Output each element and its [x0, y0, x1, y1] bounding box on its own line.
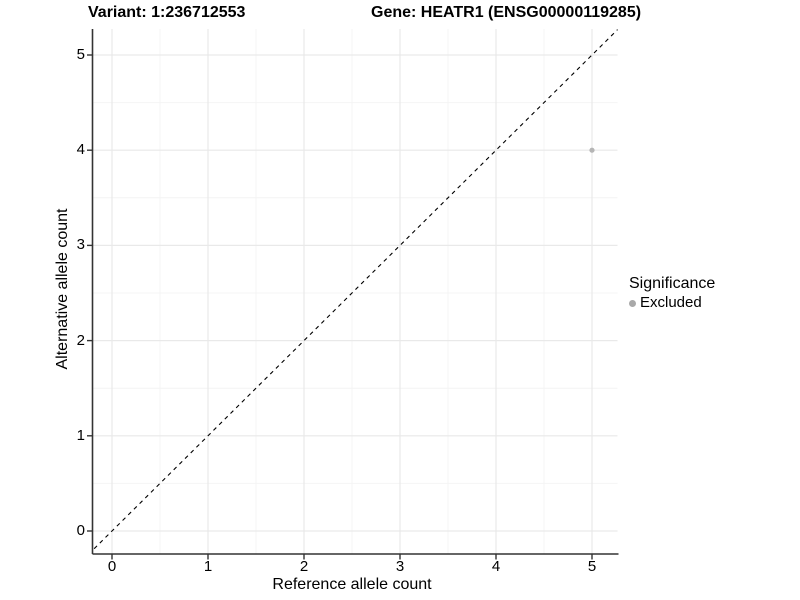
y-tick-label: 0	[76, 522, 85, 539]
plot-title-variant: Variant: 1:236712553	[88, 4, 246, 21]
legend-title: Significance	[629, 275, 716, 292]
x-tick-label: 3	[395, 558, 405, 575]
x-axis-title: Reference allele count	[272, 576, 432, 593]
legend: Significance Excluded	[629, 274, 715, 312]
y-tick-label: 2	[76, 331, 85, 349]
y-tick-label: 4	[76, 141, 85, 159]
x-tick-label: 0	[107, 558, 117, 575]
identity-dashed-line	[92, 29, 618, 552]
x-tick-label: 4	[491, 558, 501, 575]
plot-title-gene: Gene: HEATR1 (ENSG00000119285)	[371, 4, 642, 21]
y-tick-label: 5	[76, 46, 85, 63]
legend-item-label: Excluded	[640, 294, 702, 311]
data-point	[589, 147, 595, 153]
legend-item-excluded: Excluded	[629, 294, 715, 312]
x-tick-label: 5	[587, 558, 597, 575]
y-tick-label: 1	[76, 426, 85, 444]
x-tick-label: 1	[203, 558, 213, 575]
y-tick-label: 3	[76, 236, 85, 254]
circle-marker-icon	[629, 299, 636, 307]
x-tick-label: 2	[299, 558, 309, 575]
